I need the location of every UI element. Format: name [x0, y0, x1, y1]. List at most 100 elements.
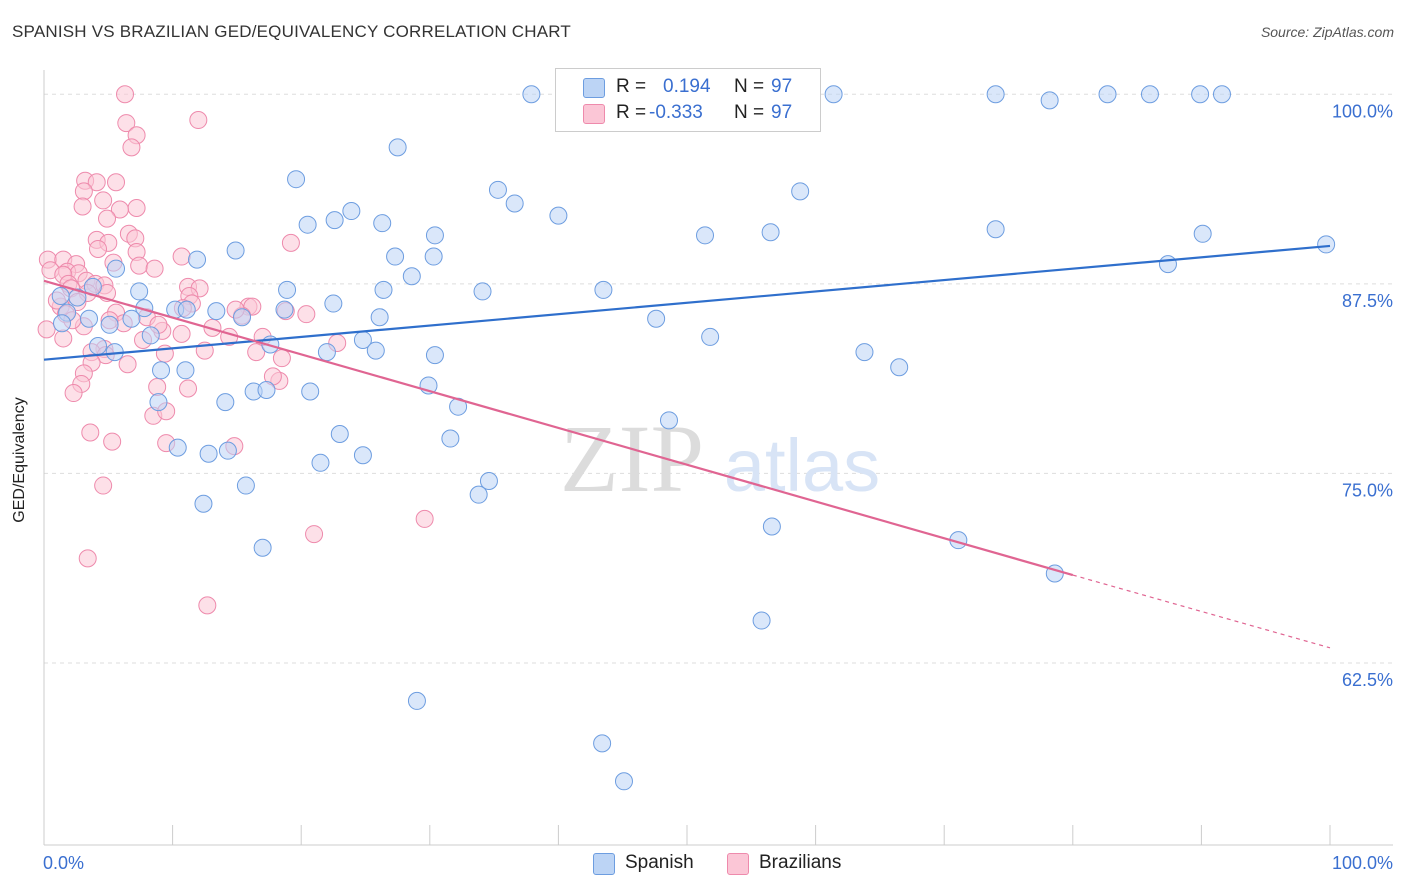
brazilians-point [272, 349, 291, 368]
brazilians-point [203, 318, 222, 337]
grid-lines [44, 93, 1393, 664]
brazilians-point [103, 432, 122, 451]
spanish-point [986, 85, 1005, 104]
brazilians-point [64, 384, 83, 403]
spanish-point [53, 314, 72, 333]
spanish-point [257, 381, 276, 400]
spanish-point [152, 361, 171, 380]
trend-lines [43, 244, 1331, 649]
brazilians-point [74, 182, 93, 201]
spanish-point [986, 220, 1005, 239]
brazilians-swatch [727, 853, 749, 875]
brazilians-point [87, 173, 106, 192]
legend-r-value: 0.194 [663, 76, 711, 97]
spanish-point [317, 343, 336, 362]
spanish-point [824, 85, 843, 104]
legend-n-value: 97 [771, 102, 793, 123]
spanish-trend-line [43, 244, 1331, 361]
spanish-point [701, 327, 720, 346]
brazilians-point [89, 239, 108, 258]
brazilians-point [172, 247, 191, 266]
legend-n-label: N = [734, 76, 765, 97]
spanish-point [479, 472, 498, 491]
spanish-point [488, 180, 507, 199]
x-tick-label-min: 0.0% [43, 853, 84, 873]
spanish-point [324, 294, 343, 313]
spanish-swatch [583, 78, 605, 98]
brazilians-point [107, 173, 126, 192]
spanish-point [301, 382, 320, 401]
brazilians-point [297, 305, 316, 324]
brazilians-point [281, 233, 300, 252]
spanish-point [1158, 255, 1177, 274]
spanish-point [505, 194, 524, 213]
legend-row-spanish: R = 0.194 N = 97 [556, 75, 820, 101]
brazilians-point [179, 379, 198, 398]
y-tick-label: 87.5% [1342, 291, 1393, 311]
spanish-point [425, 346, 444, 365]
spanish-point [1098, 85, 1117, 104]
spanish-point [275, 300, 294, 319]
spanish-point [659, 411, 678, 430]
spanish-point [761, 223, 780, 242]
spanish-point [1193, 224, 1212, 243]
spanish-point [1212, 85, 1231, 104]
brazilians-point [54, 329, 73, 348]
brazilians-point [415, 509, 434, 528]
spanish-point [791, 182, 810, 201]
series-spanish-points [51, 85, 1336, 791]
spanish-point [298, 215, 317, 234]
spanish-point [469, 485, 488, 504]
brazilians-point [73, 197, 92, 216]
spanish-point [1191, 85, 1210, 104]
brazilians-point [94, 476, 113, 495]
spanish-point [100, 315, 119, 334]
spanish-point [342, 202, 361, 221]
spanish-point [233, 308, 252, 327]
spanish-point [374, 280, 393, 299]
spanish-point [80, 309, 99, 328]
legend-r-label: R = [616, 102, 647, 123]
brazilians-point [189, 111, 208, 130]
spanish-point [253, 538, 272, 557]
spanish-point [473, 282, 492, 301]
spanish-point [107, 259, 126, 278]
spanish-point [51, 286, 70, 305]
spanish-point [141, 326, 160, 345]
y-tick-label: 100.0% [1332, 101, 1393, 121]
brazilians-point [130, 256, 149, 275]
brazilians-point [116, 85, 135, 104]
spanish-point [890, 358, 909, 377]
brazilians-swatch [583, 104, 605, 124]
y-tick-labels: 62.5% 75.0% 87.5% 100.0% [1332, 101, 1393, 690]
brazilians-point [305, 525, 324, 544]
brazilians-point [117, 114, 136, 133]
spanish-point [89, 337, 108, 356]
spanish-point [522, 85, 541, 104]
brazilians-point [110, 200, 129, 219]
legend-r-value: -0.333 [649, 102, 703, 123]
spanish-point [407, 691, 426, 710]
spanish-point [149, 393, 168, 412]
spanish-point [425, 226, 444, 245]
spanish-point [1140, 85, 1159, 104]
brazilians-point [98, 209, 117, 228]
brazilians-point [198, 596, 217, 615]
spanish-point [424, 247, 443, 266]
y-tick-label: 62.5% [1342, 670, 1393, 690]
brazilians-point [81, 423, 100, 442]
brazilians-point [118, 355, 137, 374]
spanish-point [386, 247, 405, 266]
spanish-point [287, 170, 306, 189]
spanish-point [402, 267, 421, 286]
brazilians-point [94, 191, 113, 210]
brazilians-point [122, 138, 141, 157]
spanish-point [647, 309, 666, 328]
spanish-point [614, 772, 633, 791]
spanish-point [236, 476, 255, 495]
spanish-point [330, 424, 349, 443]
x-axis [43, 70, 1393, 846]
y-tick-label: 75.0% [1342, 480, 1393, 500]
spanish-point [311, 453, 330, 472]
